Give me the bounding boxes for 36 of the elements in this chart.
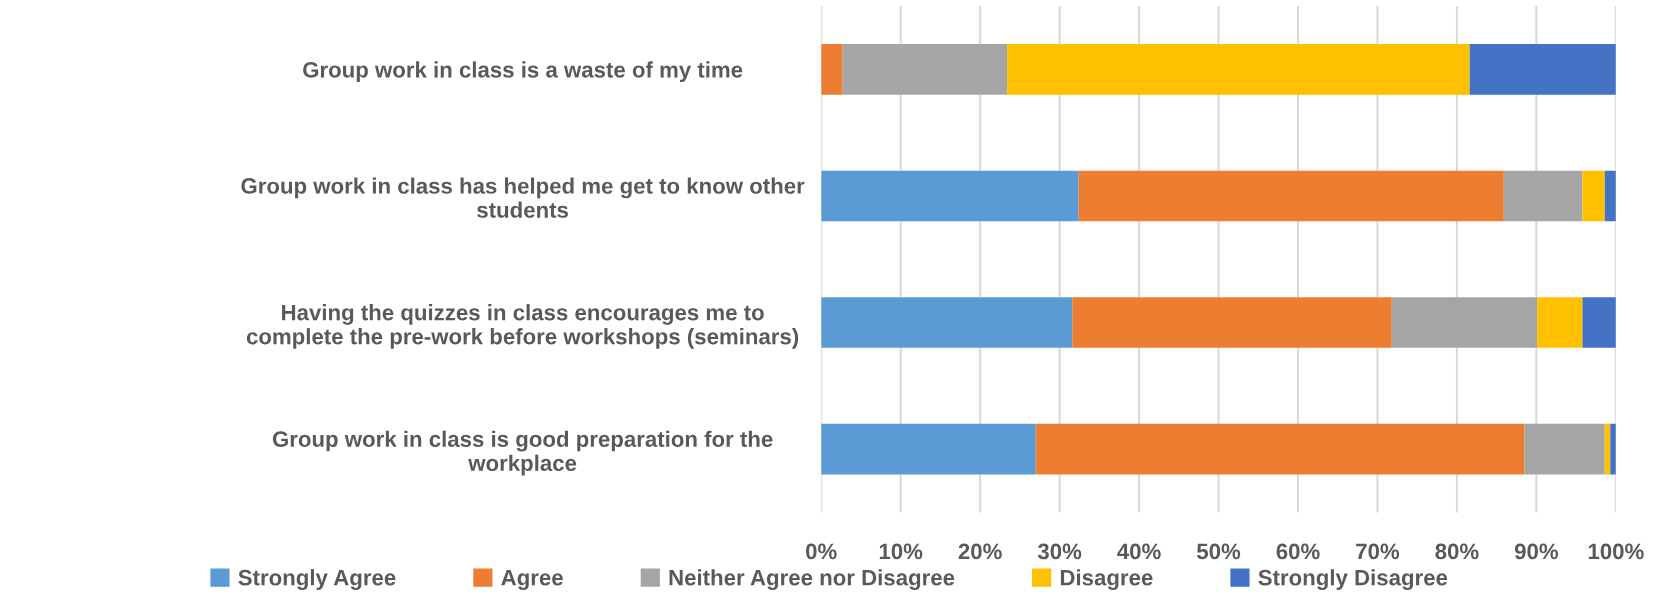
bar xyxy=(1537,297,1583,348)
y-tick-label: Group work in class is a waste of my time xyxy=(303,61,743,83)
x-tick-label: 50% xyxy=(1196,543,1241,560)
x-tick-label: 60% xyxy=(1276,543,1320,560)
bar xyxy=(1469,44,1616,95)
x-tick-label: 70% xyxy=(1356,543,1400,560)
x-tick-label: 100% xyxy=(1588,543,1644,560)
x-tick-label: 30% xyxy=(1037,543,1082,560)
bar xyxy=(1078,170,1504,222)
bar xyxy=(821,297,1073,348)
legend-label: Disagree xyxy=(1060,569,1153,590)
bar xyxy=(1503,170,1583,222)
legend-label: Neither Agree nor Disagree xyxy=(669,569,955,590)
legend-label: Agree xyxy=(501,570,563,590)
bar xyxy=(1072,297,1392,348)
y-tick-label: Having the quizzes in class encourages me to complete the pre-work before workshops (seminars) xyxy=(246,304,799,349)
bar xyxy=(1035,423,1525,475)
bar xyxy=(1582,297,1616,348)
bar xyxy=(1524,423,1605,475)
legend-label: Strongly Agree xyxy=(238,569,396,590)
x-tick-label: 10% xyxy=(879,543,923,560)
legend-label: Strongly Disagree xyxy=(1258,569,1448,590)
x-tick-label: 90% xyxy=(1514,543,1559,560)
x-tick-label: 20% xyxy=(958,543,1002,560)
bar xyxy=(821,170,1079,222)
bar xyxy=(821,423,1036,475)
bar xyxy=(1007,44,1470,95)
bar xyxy=(1391,297,1538,348)
x-tick-label: 80% xyxy=(1435,543,1479,560)
bar xyxy=(821,44,843,95)
x-tick-label: 0% xyxy=(806,543,837,560)
bar xyxy=(1582,170,1605,222)
bar xyxy=(842,44,1008,95)
y-tick-label: Group work in class has helped me get to know other students xyxy=(241,177,805,218)
y-tick-label: Group work in class is good preparation for the workplace xyxy=(272,430,773,476)
x-tick-label: 40% xyxy=(1117,543,1161,560)
